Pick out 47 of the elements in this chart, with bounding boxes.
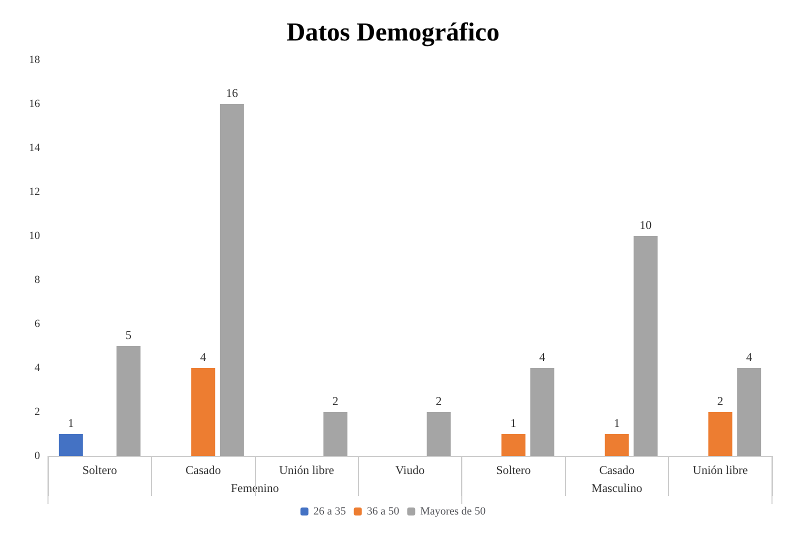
y-tick-label: 0	[34, 450, 40, 462]
text: Femenino	[230, 481, 279, 495]
bar	[708, 412, 732, 456]
x-tick-label: Viudo	[395, 463, 425, 477]
data-label: 4	[746, 350, 752, 364]
legend-label: 26 a 35	[313, 506, 346, 518]
data-label: 2	[436, 394, 442, 408]
bar	[323, 412, 348, 456]
bar	[604, 434, 629, 456]
data-label: 5	[126, 328, 132, 342]
data-label: 4	[539, 350, 546, 364]
data-label: 1	[614, 416, 620, 430]
x-tick-label: Unión libre	[279, 463, 334, 477]
data-label: 2	[332, 394, 338, 408]
data-label: 4	[200, 350, 206, 364]
bar	[116, 346, 141, 456]
chart-title: Datos Demográfico	[286, 18, 500, 46]
bar	[737, 368, 762, 456]
bar	[220, 104, 244, 456]
y-tick-label: 8	[34, 274, 40, 286]
x-tick-label: Casado	[185, 463, 221, 477]
bar	[426, 412, 451, 456]
data-label: 2	[717, 394, 724, 408]
data-label: 1	[510, 416, 516, 430]
legend-label: 36 a 50	[366, 506, 400, 518]
data-label: 16	[226, 86, 238, 100]
y-tick-label: 6	[34, 318, 40, 330]
y-tick-label: 16	[29, 98, 40, 110]
text: Masculino	[592, 481, 642, 495]
bar	[191, 368, 216, 456]
x-tick-label: Casado	[599, 463, 635, 477]
bar	[58, 434, 83, 456]
bar	[634, 236, 658, 456]
x-tick-label: Soltero	[82, 463, 118, 477]
legend-label: Mayores de 50	[420, 506, 486, 518]
y-tick-label: 10	[29, 230, 40, 242]
data-label: 10	[640, 218, 652, 232]
y-tick-label: 14	[29, 142, 40, 154]
y-tick-label: 4	[34, 362, 40, 374]
data-label: 1	[68, 416, 74, 430]
y-tick-label: 18	[29, 54, 40, 66]
x-tick-label: Unión libre	[692, 463, 748, 477]
y-tick-label: 2	[34, 406, 40, 418]
bar	[501, 434, 526, 456]
y-tick-label: 12	[29, 186, 40, 198]
x-tick-label: Soltero	[496, 463, 531, 477]
bar	[530, 368, 554, 456]
